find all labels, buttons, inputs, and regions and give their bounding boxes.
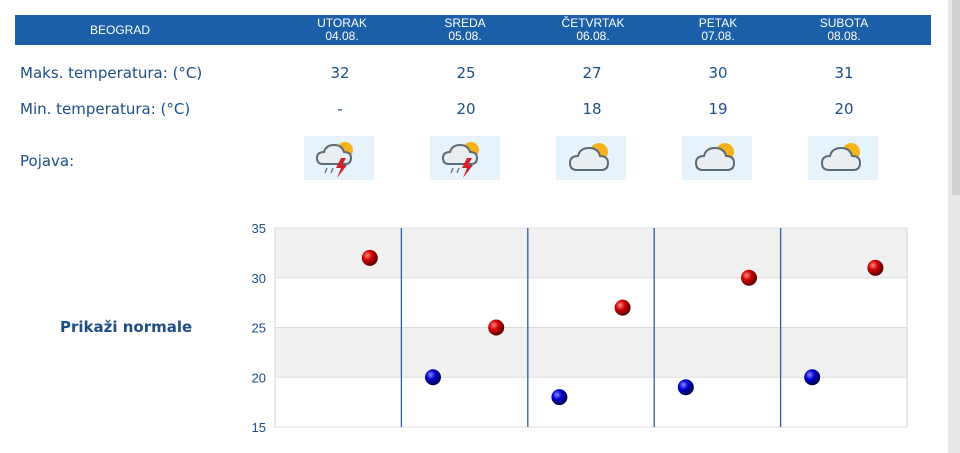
y-tick-label: 35 [252,221,266,236]
day-name: UTORAK [317,16,367,30]
y-tick-label: 30 [252,271,266,286]
weather-icon-cell [682,136,752,180]
day-name: PETAK [698,16,738,30]
day-date: 07.08. [701,29,735,43]
weather-icon-cell [304,136,374,180]
partly-cloudy-icon [568,143,610,171]
temperature-chart: 35 30 25 20 15 [252,221,908,435]
thunderstorm-icon [441,142,479,178]
partly-cloudy-icon [820,143,862,171]
grid-band [275,327,907,378]
min-temp-value: 20 [456,100,476,118]
day-name: ČETVRTAK [561,16,625,30]
y-tick-label: 20 [252,370,266,385]
max-temp-value: 31 [834,64,854,82]
y-tick-label: 25 [252,321,266,336]
min-temp-marker [677,379,694,396]
weather-icon-cell [430,136,500,180]
min-temp-marker [804,369,821,386]
max-temp-value: 25 [456,64,476,82]
max-temp-marker [867,259,884,276]
day-date: 08.08. [827,29,861,43]
day-header: SUBOTA 08.08. [805,15,883,45]
min-temp-marker [425,369,441,386]
day-date: 05.08. [448,29,482,43]
min-temp-value: - [337,100,343,118]
max-temp-row: Maks. temperatura: (°C) 32 25 27 30 31 [0,60,935,86]
min-temp-value: 18 [582,100,602,118]
show-normals-link[interactable]: Prikaži normale [60,318,193,336]
max-temp-marker [614,299,631,316]
min-temp-label: Min. temperatura: (°C) [20,100,191,118]
max-temp-label: Maks. temperatura: (°C) [20,64,203,82]
grid-band [275,228,907,278]
grid-band [275,277,907,328]
weather-row: Pojava: [0,148,935,174]
weather-icon-cell [808,136,878,180]
day-header: ČETVRTAK 06.08. [548,15,638,45]
weather-label: Pojava: [20,152,75,170]
max-temp-marker [361,249,378,266]
day-header: SREDA 05.08. [426,15,504,45]
max-temp-value: 30 [708,64,728,82]
grid-band [275,377,907,427]
city-name: BEOGRAD [89,23,150,37]
day-header: PETAK 07.08. [679,15,757,45]
max-temp-value: 32 [330,64,350,82]
day-header: UTORAK 04.08. [303,15,381,45]
forecast-header: BEOGRAD UTORAK 04.08. SREDA 05.08. ČETVR… [15,15,931,45]
max-temp-marker [488,319,505,336]
y-tick-label: 15 [252,420,266,435]
min-temp-marker [551,389,568,406]
day-name: SUBOTA [819,16,869,30]
max-temp-value: 27 [582,64,602,82]
min-temp-value: 19 [708,100,728,118]
min-temp-value: 20 [834,100,854,118]
max-temp-marker [741,269,757,286]
thunderstorm-icon [315,142,353,178]
scrollbar-thumb[interactable] [952,0,960,195]
partly-cloudy-icon [694,143,736,171]
day-date: 06.08. [576,29,610,43]
weather-icon-cell [556,136,626,180]
min-temp-row: Min. temperatura: (°C) - 20 18 19 20 [0,96,935,122]
day-name: SREDA [444,16,486,30]
day-date: 04.08. [325,29,359,43]
